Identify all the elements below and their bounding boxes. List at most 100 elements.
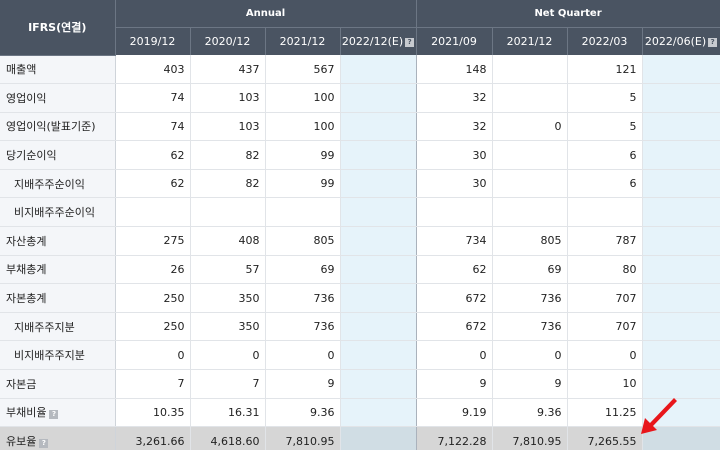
table-cell — [340, 255, 417, 285]
table-cell — [642, 55, 720, 85]
table-cell — [642, 255, 720, 285]
table-cell: 350 — [190, 283, 266, 313]
table-cell: 0 — [492, 112, 568, 142]
table-cell: 103 — [190, 112, 266, 142]
table-row: 영업이익(발표기준) 74 103 100 32 0 5 — [0, 112, 720, 142]
table-cell: 736 — [492, 312, 568, 342]
table-cell: 30 — [416, 140, 493, 170]
table-cell — [642, 197, 720, 228]
table-cell: 9.36 — [492, 398, 568, 428]
table-cell: 57 — [190, 255, 266, 285]
row-label-text: 자본총계 — [6, 292, 47, 306]
table-cell: 62 — [115, 169, 191, 199]
table-cell: 32 — [416, 83, 493, 113]
column-header-label: 2022/12(E) — [341, 34, 404, 48]
table-row: 영업이익 74 103 100 32 5 — [0, 83, 720, 113]
table-cell: 707 — [567, 283, 643, 313]
table-cell: 69 — [265, 255, 341, 285]
column-header-2: 2020/12 — [190, 27, 266, 55]
row-label: 지배주주지분 — [0, 312, 116, 342]
row-label[interactable]: 영업이익(발표기준) — [0, 112, 116, 142]
question-mark-icon[interactable]: ? — [39, 439, 49, 449]
table-cell: 82 — [190, 169, 266, 199]
column-header-label: 2021/12 — [279, 34, 326, 48]
row-label-text: 부채비율 — [6, 406, 47, 420]
table-cell — [340, 226, 417, 256]
table-cell: 100 — [265, 112, 341, 142]
question-mark-icon[interactable]: ? — [49, 410, 59, 420]
table-cell — [340, 426, 417, 450]
table-cell: 7,265.55 — [567, 426, 643, 450]
table-cell — [340, 398, 417, 428]
table-cell — [642, 83, 720, 113]
table-cell: 408 — [190, 226, 266, 256]
table-cell: 7 — [190, 369, 266, 399]
row-label[interactable]: 유보율? — [0, 426, 116, 450]
row-label[interactable]: 자본금 — [0, 369, 116, 399]
table-cell: 250 — [115, 312, 191, 342]
table-row: 부채비율? 10.35 16.31 9.36 9.19 9.36 11.25 — [0, 398, 720, 428]
table-cell — [642, 426, 720, 450]
table-row: 자본총계 250 350 736 672 736 707 — [0, 283, 720, 313]
table-cell: 7,810.95 — [492, 426, 568, 450]
row-label: 지배주주순이익 — [0, 169, 116, 199]
table-cell — [492, 140, 568, 170]
table-cell: 10.35 — [115, 398, 191, 428]
table-cell — [642, 283, 720, 313]
column-header-3: 2021/12 — [265, 27, 341, 55]
question-mark-icon[interactable]: ? — [708, 37, 718, 47]
column-header-label: 2022/06(E) — [644, 34, 707, 48]
column-header-label: 2021/09 — [431, 34, 477, 48]
row-label[interactable]: 자본총계 — [0, 283, 116, 313]
question-mark-icon[interactable]: ? — [405, 37, 415, 47]
table-cell — [567, 197, 643, 228]
row-label: 비지배주주지분 — [0, 340, 116, 371]
column-header-5: 2021/09 — [416, 27, 493, 55]
table-cell — [340, 340, 417, 371]
table-row: 매출액 403 437 567 148 121 — [0, 55, 720, 85]
table-cell: 69 — [492, 255, 568, 285]
table-cell — [340, 140, 417, 170]
table-row: 비지배주주순이익 — [0, 197, 720, 228]
table-cell — [340, 169, 417, 199]
row-label[interactable]: 매출액 — [0, 55, 116, 85]
table-cell: 103 — [190, 83, 266, 113]
table-row: 당기순이익 62 82 99 30 6 — [0, 140, 720, 170]
table-cell: 734 — [416, 226, 493, 256]
table-cell — [340, 312, 417, 342]
table-cell: 9 — [416, 369, 493, 399]
table-cell: 6 — [567, 169, 643, 199]
table-row: 자본금 7 7 9 9 9 10 — [0, 369, 720, 399]
row-label[interactable]: 영업이익 — [0, 83, 116, 113]
table-cell: 0 — [567, 340, 643, 371]
row-label-text: 지배주주순이익 — [14, 177, 85, 191]
table-cell: 0 — [492, 340, 568, 371]
table-cell: 99 — [265, 169, 341, 199]
table-cell: 9.36 — [265, 398, 341, 428]
row-label-text: 자산총계 — [6, 234, 47, 248]
quarter-group-header: Net Quarter — [416, 0, 720, 28]
table-cell: 7,122.28 — [416, 426, 493, 450]
table-row: 부채총계 26 57 69 62 69 80 — [0, 255, 720, 285]
column-header-6: 2021/12 — [492, 27, 568, 55]
table-cell — [642, 169, 720, 199]
table-cell — [642, 369, 720, 399]
table-cell: 707 — [567, 312, 643, 342]
table-cell: 26 — [115, 255, 191, 285]
row-label[interactable]: 자산총계 — [0, 226, 116, 256]
column-header-4: 2022/12(E)? — [340, 27, 417, 55]
column-header-label: 2020/12 — [204, 34, 251, 48]
table-cell: 403 — [115, 55, 191, 85]
column-header-1: 2019/12 — [115, 27, 191, 55]
table-cell: 437 — [190, 55, 266, 85]
row-label-text: 당기순이익 — [6, 149, 57, 163]
table-cell — [492, 55, 568, 85]
accounting-standard-header: IFRS(연결) — [0, 0, 116, 56]
row-label[interactable]: 당기순이익 — [0, 140, 116, 170]
table-row: 자산총계 275 408 805 734 805 787 — [0, 226, 720, 256]
row-label[interactable]: 부채비율? — [0, 398, 116, 428]
table-cell: 32 — [416, 112, 493, 142]
table-cell: 74 — [115, 112, 191, 142]
row-label[interactable]: 부채총계 — [0, 255, 116, 285]
